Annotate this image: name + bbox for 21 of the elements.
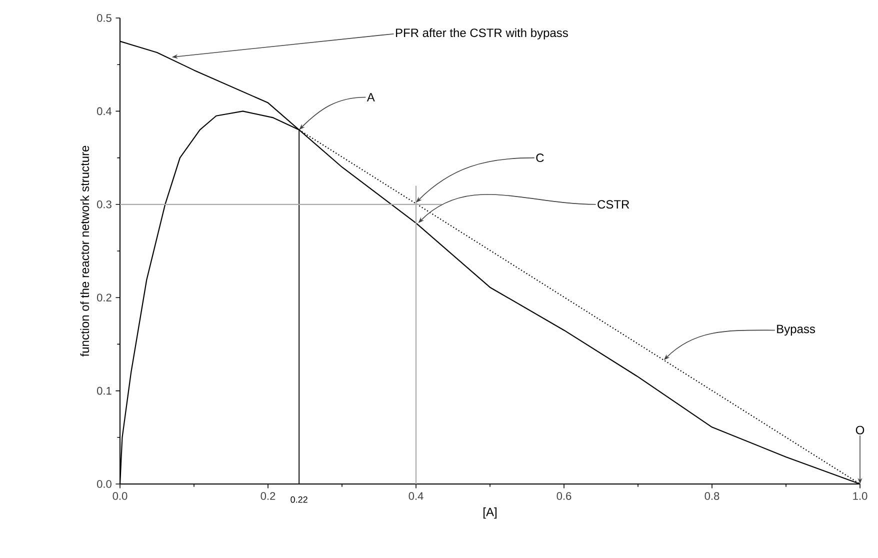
annotation: 0.22 bbox=[290, 496, 308, 503]
y-tick-label: 0.1 bbox=[97, 386, 112, 395]
x-tick-label: 0.6 bbox=[556, 492, 572, 500]
y-tick-label: 0.4 bbox=[97, 107, 112, 116]
annotation: CSTR bbox=[598, 200, 630, 209]
x-tick-label: 0.2 bbox=[260, 492, 276, 500]
x-tick-label: 1.0 bbox=[853, 492, 868, 500]
y-axis-title: function of the reactor network structure bbox=[80, 146, 90, 357]
x-tick-label: 0.4 bbox=[408, 492, 424, 500]
annotation: Bypass bbox=[777, 324, 816, 336]
x-tick-label: 0.0 bbox=[112, 492, 128, 500]
annotation: A bbox=[366, 93, 375, 102]
x-tick-label: 0.8 bbox=[704, 492, 720, 500]
annotation: PFR after the CSTR with bypass bbox=[396, 28, 568, 40]
annotation: C bbox=[536, 154, 544, 162]
y-tick-label: 0.2 bbox=[97, 294, 112, 302]
y-tick-label: 0.0 bbox=[97, 480, 112, 488]
y-tick-label: 0.5 bbox=[97, 14, 112, 22]
annotation: O bbox=[856, 426, 864, 434]
x-axis-title: [A] bbox=[484, 507, 496, 519]
y-tick-label: 0.3 bbox=[97, 200, 112, 208]
